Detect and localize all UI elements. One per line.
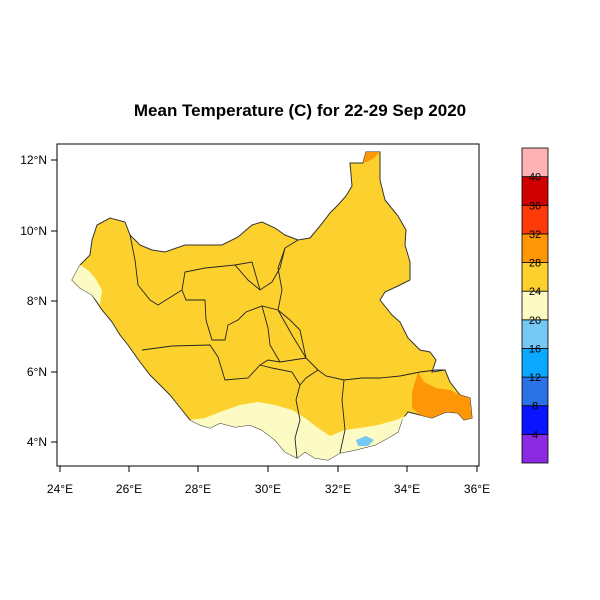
colorbar-label: 16 (529, 343, 541, 355)
colorbar-label: 28 (529, 258, 541, 270)
lat-label: 12°N (20, 153, 47, 167)
colorbar-label: 4 (532, 429, 538, 441)
colorbar-swatch (521, 319, 549, 349)
lat-label: 8°N (27, 294, 47, 308)
lat-label: 10°N (20, 224, 47, 238)
zone-20-24-west (72, 265, 102, 305)
colorbar-label: 36 (529, 200, 541, 212)
colorbar-label: 32 (529, 229, 541, 241)
zone-20-24-south (190, 402, 408, 460)
zone-above-28-east (412, 372, 472, 420)
zone-16-20-spot (356, 436, 374, 446)
colorbar-swatch (521, 233, 549, 263)
colorbar-swatch (521, 348, 549, 378)
lon-label: 36°E (464, 482, 490, 496)
lat-label: 4°N (27, 435, 47, 449)
colorbar-swatch (521, 204, 549, 235)
colorbar-swatch (521, 262, 549, 292)
colorbar-swatch (521, 176, 549, 206)
colorbar-swatch (521, 376, 549, 407)
lon-label: 32°E (325, 482, 351, 496)
lon-label: 24°E (47, 482, 73, 496)
colorbar-swatch (521, 433, 549, 464)
colorbar-label: 12 (529, 372, 541, 384)
colorbar-label: 40 (529, 172, 541, 184)
axis-ticks (51, 159, 478, 472)
lat-label: 6°N (27, 365, 47, 379)
colorbar-label: 24 (529, 286, 541, 298)
lon-label: 26°E (116, 482, 142, 496)
lon-label: 28°E (185, 482, 211, 496)
state-boundaries (129, 234, 445, 459)
colorbar-swatch (521, 147, 549, 178)
colorbar: 4 8 12 16 20 24 28 32 36 40 (521, 147, 549, 464)
colorbar-label: 8 (532, 401, 538, 413)
page-title: Mean Temperature (C) for 22-29 Sep 2020 (133, 101, 467, 120)
zone-above-28-north (363, 152, 380, 163)
lon-label: 30°E (255, 482, 281, 496)
lon-label: 34°E (394, 482, 420, 496)
colorbar-label: 20 (529, 315, 541, 327)
